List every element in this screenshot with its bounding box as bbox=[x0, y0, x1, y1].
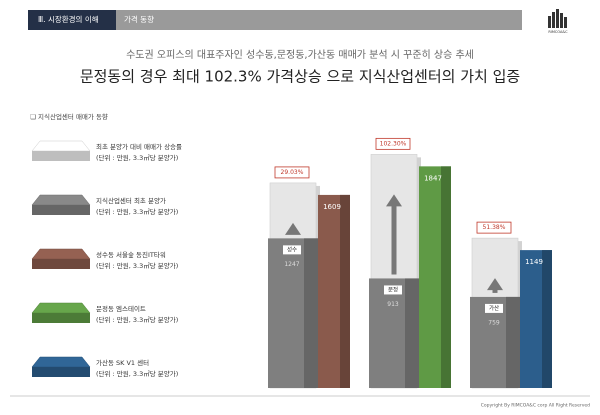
rate-label: 102.30% bbox=[380, 140, 407, 147]
initial-bar-shade bbox=[405, 278, 419, 388]
initial-bar-shade bbox=[506, 296, 520, 388]
legend-tile-top bbox=[31, 356, 91, 368]
legend-tile-front bbox=[32, 205, 90, 215]
rate-label: 29.03% bbox=[281, 169, 304, 176]
category-box bbox=[485, 303, 503, 313]
legend-label: 지식산업센터 최초 분양가 bbox=[96, 196, 166, 205]
legend-tile-front bbox=[32, 313, 90, 323]
current-label: 1847 bbox=[424, 174, 442, 182]
subtitle: 수도권 오피스의 대표주자인 성수동,문정동,가산동 매매가 분석 시 꾸준히 … bbox=[126, 49, 474, 61]
category-label: 문정 bbox=[388, 286, 398, 293]
legend-tile-front bbox=[32, 367, 90, 377]
current-label: 1609 bbox=[323, 203, 341, 211]
logo-icon bbox=[548, 9, 567, 28]
legend-label: 성수동 서울숲 동진IT타워 bbox=[96, 250, 166, 259]
legend-unit: (단위 : 만원, 3.3㎡당 분양가) bbox=[96, 315, 178, 324]
current-bar-shade bbox=[542, 250, 552, 388]
legend-label: 가산동 SK V1 센터 bbox=[96, 358, 149, 367]
category-label: 가산 bbox=[489, 304, 499, 312]
legend-title: 지식산업센터 매매가 동향 bbox=[38, 112, 108, 121]
section-title: Ⅲ. 시장환경의 이해 bbox=[38, 14, 99, 24]
logo: RIMCOA&C bbox=[548, 30, 568, 34]
legend-unit: (단위 : 만원, 3.3㎡당 분양가) bbox=[96, 207, 178, 216]
current-label: 1149 bbox=[525, 258, 543, 266]
legend-tile-front bbox=[32, 151, 90, 161]
title: 문정동의 경우 최대 102.3% 가격상승 으로 지식산업센터의 가치 입증 bbox=[80, 68, 520, 86]
legend-tile-top bbox=[31, 302, 91, 314]
legend-label: 문정동 엠스테이트 bbox=[96, 304, 146, 313]
arrow-head bbox=[487, 278, 503, 291]
initial-label: 913 bbox=[387, 301, 399, 308]
legend-unit: (단위 : 만원, 3.3㎡당 분양가) bbox=[96, 261, 178, 270]
rate-label: 51.38% bbox=[483, 224, 506, 231]
legend-icon: ❏ bbox=[30, 113, 36, 121]
rate-box bbox=[476, 221, 512, 234]
arrow-head bbox=[285, 222, 301, 235]
current-bar-shade bbox=[441, 166, 451, 388]
legend-label: 최초 분양가 대비 매매가 상승률 bbox=[96, 142, 182, 151]
initial-label: 759 bbox=[488, 319, 500, 326]
tab-title: 가격 동향 bbox=[124, 14, 154, 24]
section-tab bbox=[28, 10, 116, 30]
footer: Copyright By RIMCOA&C corp All Right Res… bbox=[481, 403, 590, 409]
header-bar bbox=[116, 10, 522, 30]
current-bar-shade bbox=[340, 194, 350, 388]
category-box bbox=[384, 285, 402, 295]
initial-label: 1247 bbox=[284, 261, 299, 268]
legend-tile-top bbox=[31, 248, 91, 260]
legend-tile-front bbox=[32, 259, 90, 269]
legend-unit: (단위 : 만원, 3.3㎡당 분양가) bbox=[96, 369, 178, 378]
rate-box bbox=[375, 137, 411, 150]
rate-box bbox=[274, 166, 310, 179]
category-label: 성수 bbox=[287, 245, 297, 253]
category-box bbox=[283, 245, 301, 255]
initial-bar-shade bbox=[304, 238, 318, 388]
legend-tile-top bbox=[31, 194, 91, 206]
arrow-head bbox=[386, 194, 402, 207]
legend-tile-top bbox=[31, 140, 91, 152]
legend-unit: (단위 : 만원, 3.3㎡당 분양가) bbox=[96, 153, 178, 162]
